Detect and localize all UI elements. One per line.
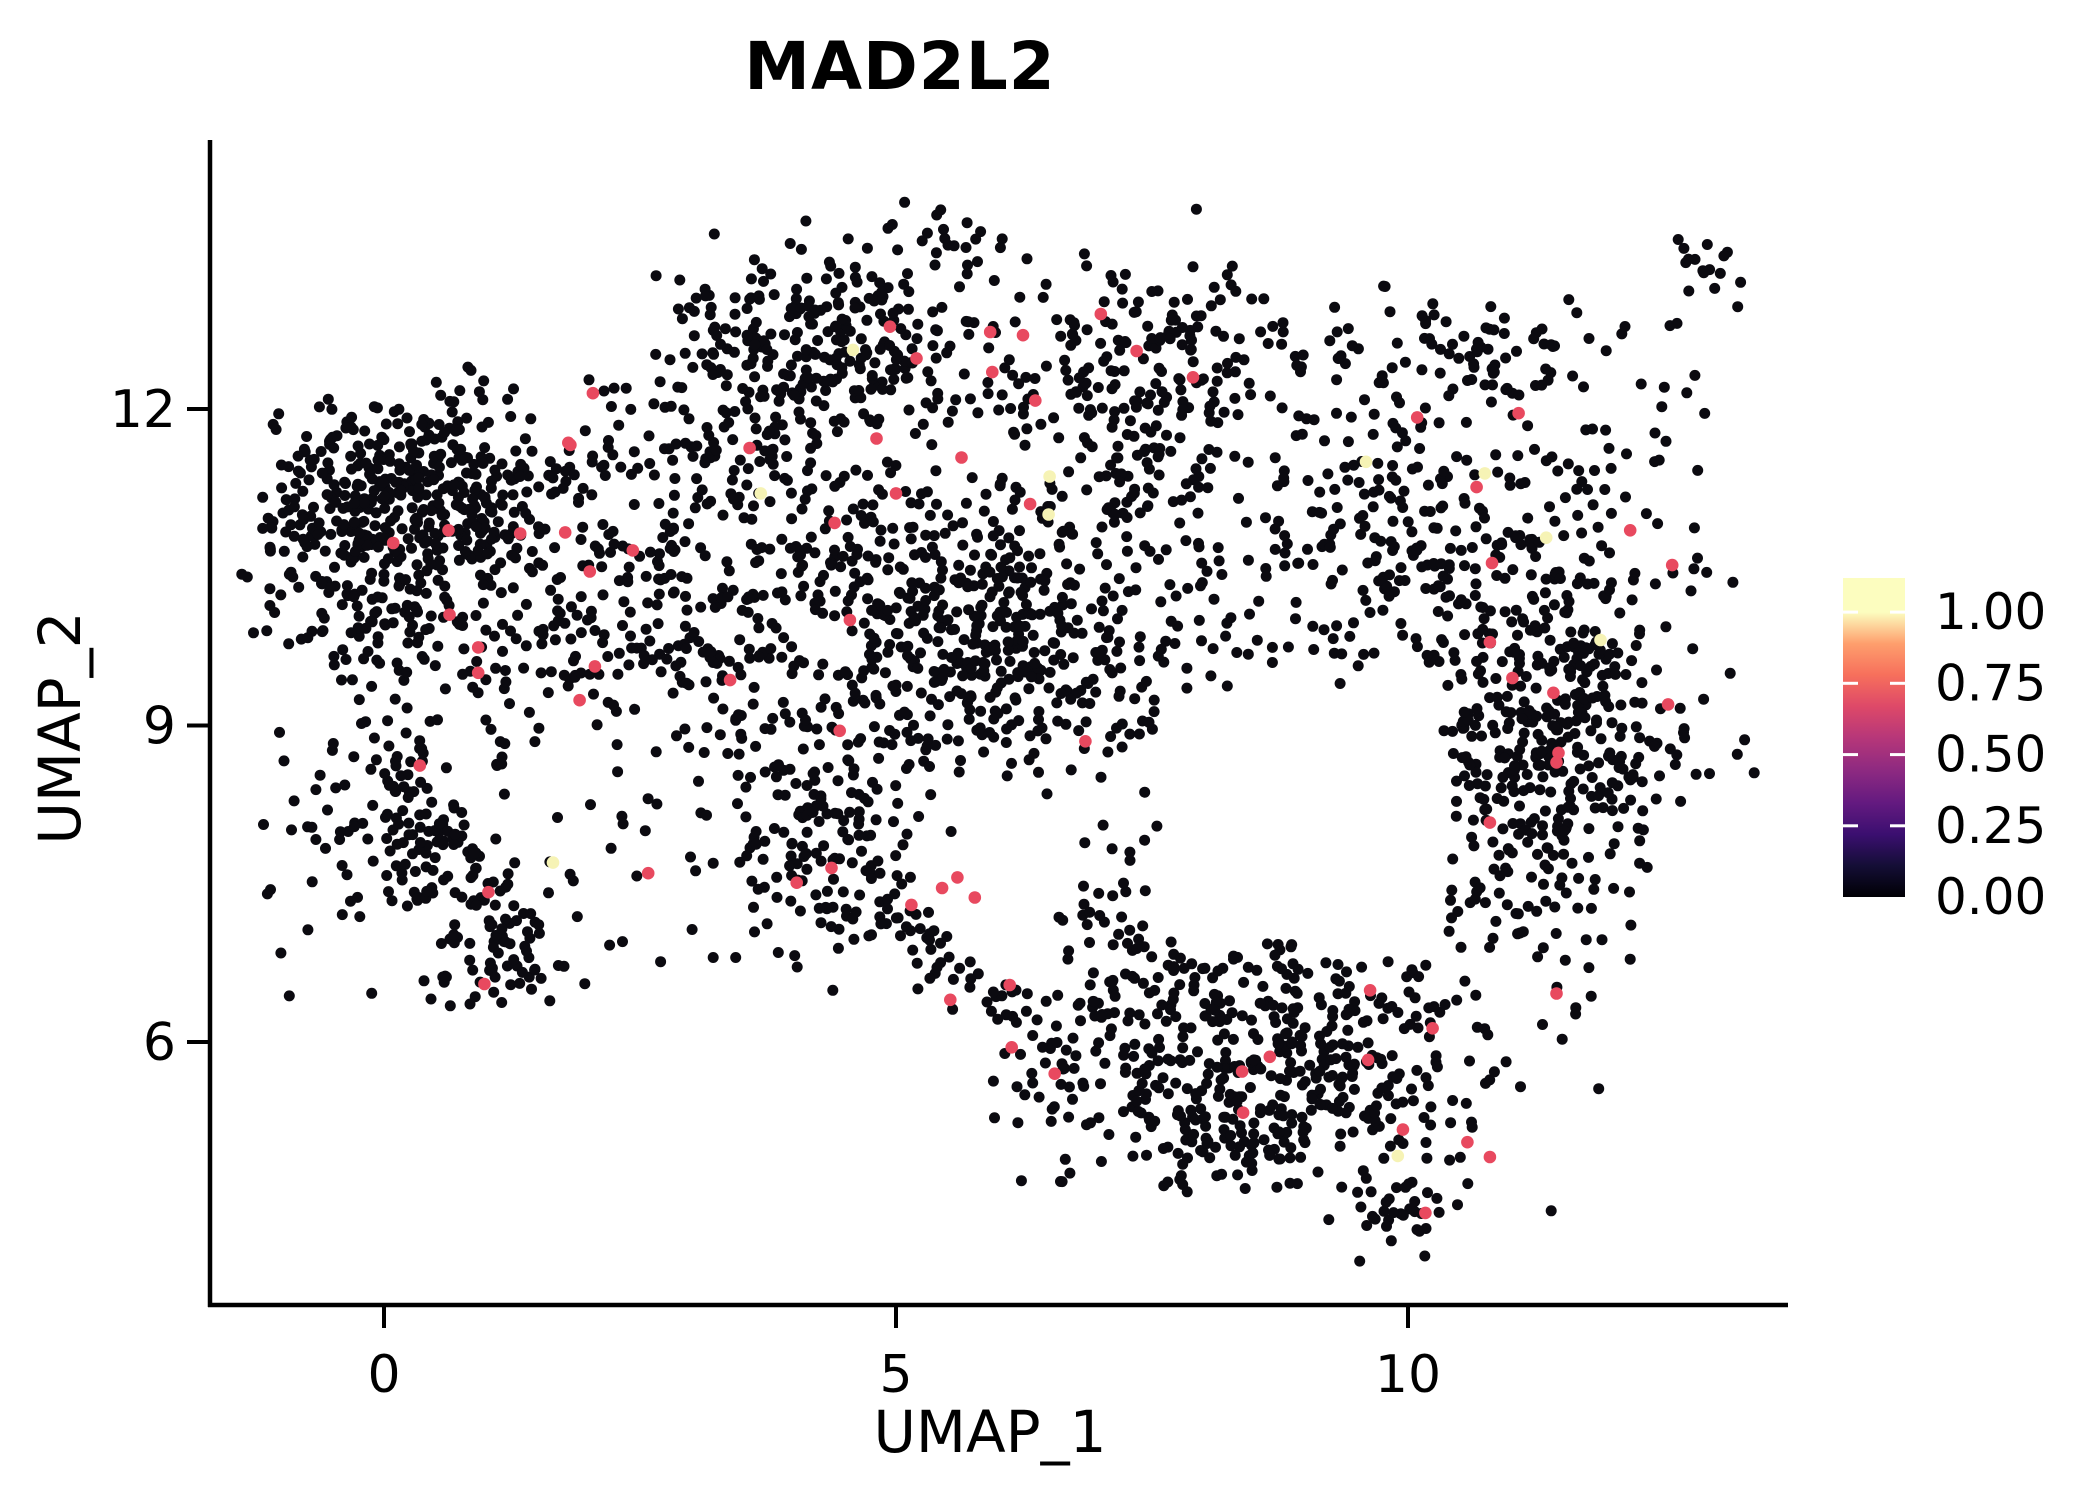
x-tick-label: 0 <box>367 1345 400 1405</box>
x-tick-label: 5 <box>879 1345 912 1405</box>
tick-marks <box>187 407 1410 1328</box>
points-zero-expression <box>236 196 1760 1267</box>
y-tick-label: 9 <box>143 697 176 757</box>
y-tick-label: 12 <box>110 380 176 440</box>
y-axis-label: UMAP_2 <box>26 611 94 845</box>
colorbar-gradient <box>1843 578 1905 897</box>
points-high-expression <box>546 343 1607 1163</box>
legend-tick-label: 0.00 <box>1935 868 2046 926</box>
points-mid-expression <box>386 307 1679 1220</box>
legend-colorbar: 1.00 0.75 0.50 0.25 0.00 <box>1843 578 2046 926</box>
x-axis-label: UMAP_1 <box>873 1398 1107 1466</box>
colorbar-ticks <box>1843 610 1905 828</box>
y-tick-label: 6 <box>143 1013 176 1073</box>
legend-tick-label: 0.50 <box>1935 726 2046 784</box>
legend-tick-label: 1.00 <box>1935 583 2046 641</box>
plot-title: MAD2L2 <box>744 28 1056 105</box>
legend-tick-label: 0.75 <box>1935 654 2046 712</box>
legend-tick-label: 0.25 <box>1935 797 2046 855</box>
x-tick-labels: 0 5 10 <box>367 1345 1441 1405</box>
y-tick-labels: 6 9 12 <box>110 380 176 1073</box>
x-tick-label: 10 <box>1375 1345 1441 1405</box>
